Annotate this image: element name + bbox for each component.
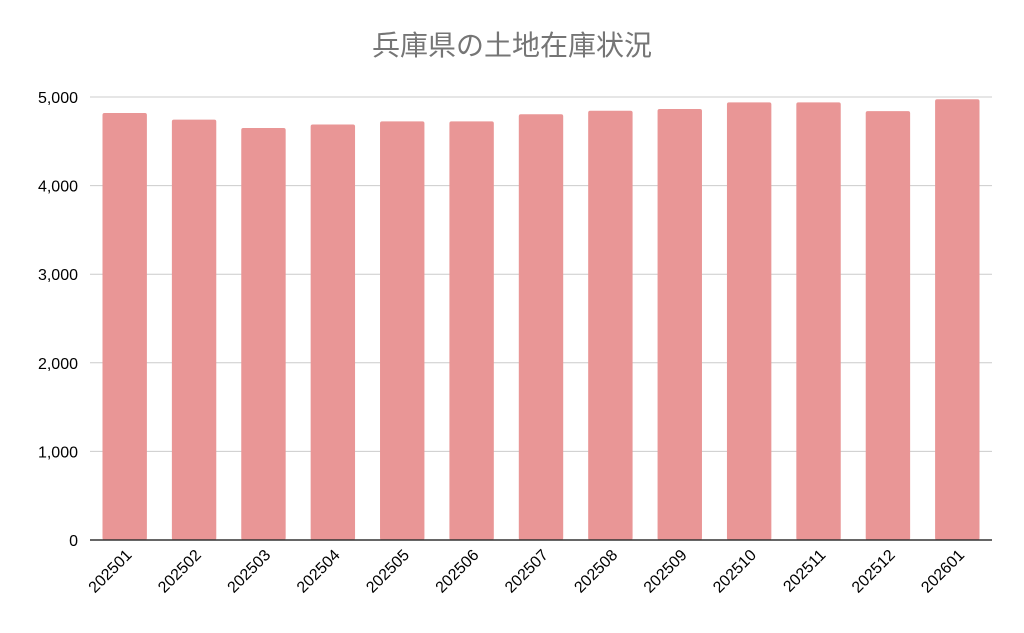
x-tick-label: 202511 bbox=[780, 547, 829, 596]
bar bbox=[588, 110, 633, 540]
bar bbox=[241, 128, 286, 540]
y-tick-label: 2,000 bbox=[38, 356, 78, 373]
bar bbox=[726, 102, 772, 540]
x-tick-label: 202512 bbox=[849, 547, 899, 597]
x-tick-label: 202505 bbox=[363, 547, 413, 597]
bar bbox=[796, 102, 841, 540]
y-tick-label: 0 bbox=[69, 533, 78, 550]
y-tick-label: 1,000 bbox=[38, 444, 78, 461]
x-tick-label: 202503 bbox=[225, 547, 275, 597]
bar bbox=[865, 111, 911, 541]
x-tick-label: 202506 bbox=[433, 547, 483, 597]
bar bbox=[518, 114, 564, 540]
x-tick-label: 202509 bbox=[641, 547, 691, 597]
bar bbox=[935, 99, 980, 540]
x-tick-label: 202501 bbox=[86, 547, 136, 597]
bar bbox=[102, 112, 147, 540]
bar bbox=[171, 119, 217, 540]
x-tick-labels: 202501 202502 202503 202504 202505 202506 2025… bbox=[86, 547, 968, 597]
bar bbox=[449, 121, 494, 541]
y-tick-label: 5,000 bbox=[38, 90, 78, 107]
bars bbox=[102, 99, 980, 541]
chart-title: 兵庫県の土地在庫状況 bbox=[371, 29, 652, 62]
x-tick-label: 202510 bbox=[710, 547, 760, 597]
y-tick-labels: 0 1,000 2,000 3,000 4,000 5,000 bbox=[38, 90, 78, 550]
x-tick-label: 202502 bbox=[155, 547, 205, 597]
bar bbox=[310, 124, 356, 540]
bar bbox=[380, 121, 425, 541]
x-tick-label: 202504 bbox=[294, 547, 344, 597]
x-tick-label: 202508 bbox=[571, 547, 621, 597]
y-tick-label: 3,000 bbox=[38, 267, 78, 284]
x-tick-label: 202507 bbox=[502, 547, 552, 597]
bar bbox=[657, 108, 702, 540]
y-tick-label: 4,000 bbox=[38, 179, 78, 196]
x-tick-label: 202601 bbox=[918, 547, 968, 597]
